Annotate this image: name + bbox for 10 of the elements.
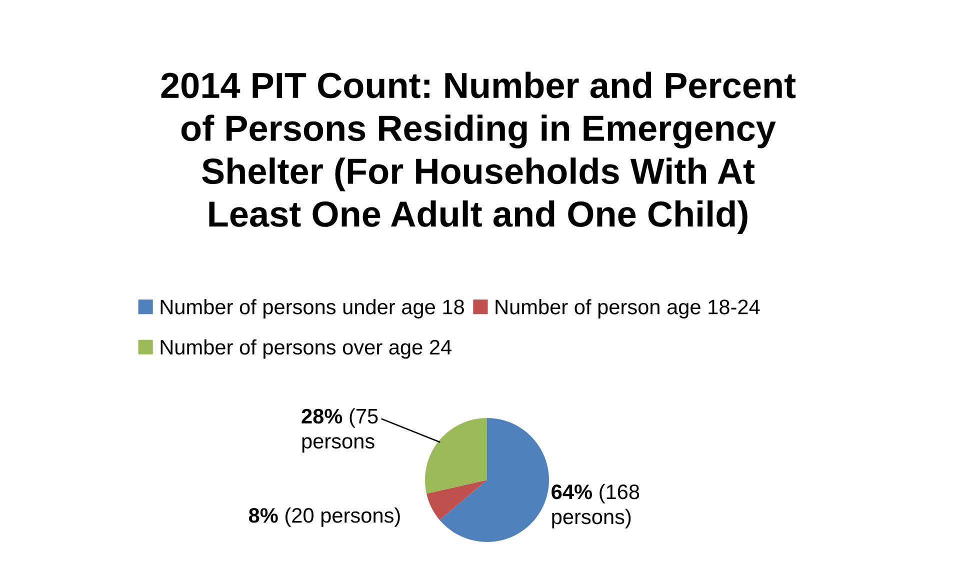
- pie-slice: [425, 418, 487, 494]
- legend-label: Number of persons over age 24: [160, 339, 452, 359]
- chart-title: 2014 PIT Count: Number and Percent of Persons Residing in Emergency Shelter (For Households With At Least One Adult and One Child): [161, 72, 796, 234]
- data-label: 28% (75 persons: [302, 408, 378, 453]
- pie-slice: [426, 480, 487, 520]
- pie-slice: [440, 418, 549, 542]
- legend-label: Number of person age 18-24: [496, 299, 760, 318]
- data-label: 64% (168 persons): [552, 484, 640, 528]
- data-label: 8% (20 persons): [248, 507, 400, 527]
- legend-label: Number of persons under age 18: [160, 299, 464, 318]
